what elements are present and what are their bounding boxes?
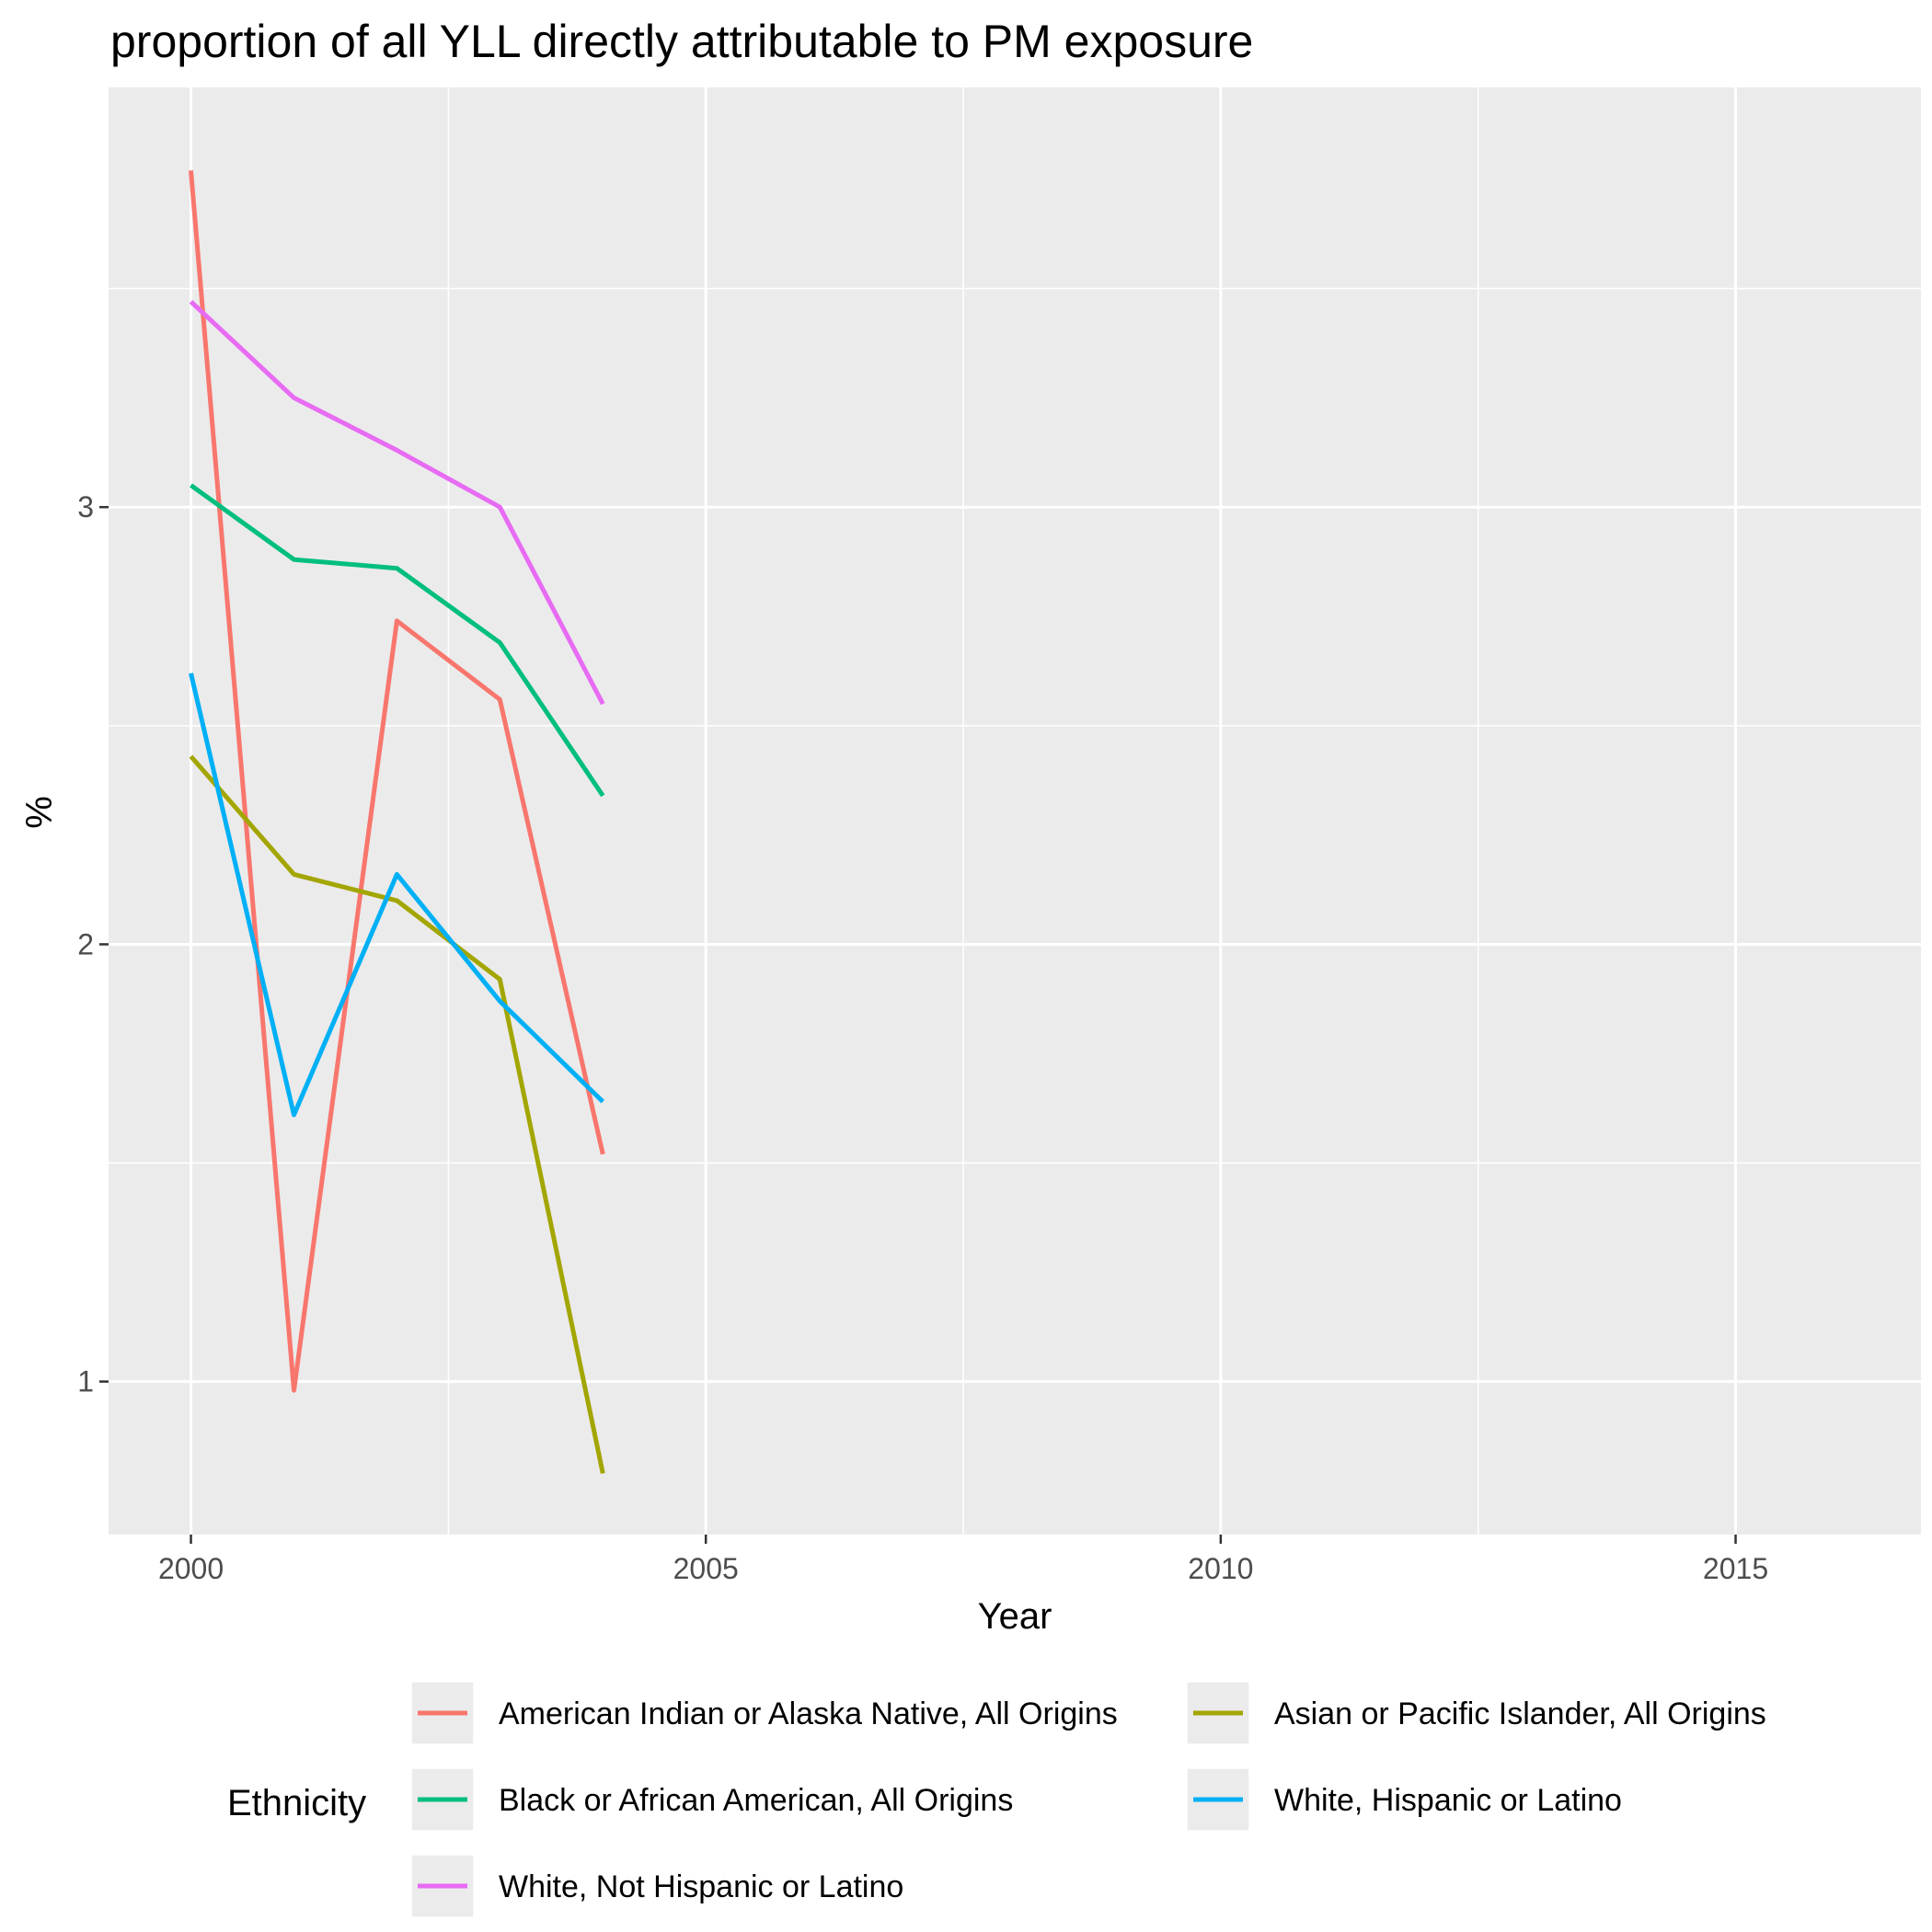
series-line-4 [189, 300, 605, 706]
x-tick-label: 2005 [673, 1552, 739, 1585]
series-lines [189, 170, 605, 1475]
y-tick-label: 1 [77, 1365, 94, 1398]
legend-item: White, Not Hispanic or Latino [410, 1854, 903, 1918]
legend-label: White, Not Hispanic or Latino [499, 1869, 903, 1904]
plot-panel [109, 87, 1921, 1535]
legend: American Indian or Alaska Native, All Or… [410, 1681, 1766, 1918]
legend-item: White, Hispanic or Latino [1186, 1767, 1622, 1832]
chart-title: proportion of all YLL directly attributa… [110, 16, 1253, 67]
major-gridlines [109, 87, 1921, 1535]
legend-item: Black or African American, All Origins [410, 1767, 1013, 1832]
series-line-1 [189, 754, 605, 1475]
legend-label: Asian or Pacific Islander, All Origins [1274, 1696, 1766, 1731]
y-tick-label: 3 [77, 490, 94, 523]
series-line-3 [189, 673, 605, 1118]
x-axis-title: Year [978, 1596, 1052, 1637]
y-axis-title: % [19, 796, 60, 829]
legend-title: Ethnicity [227, 1783, 366, 1823]
x-tick-label: 2000 [158, 1552, 224, 1585]
x-tick-label: 2015 [1703, 1552, 1768, 1585]
legend-label: Black or African American, All Origins [499, 1783, 1013, 1818]
series-line-2 [190, 483, 605, 798]
x-tick-label: 2010 [1188, 1552, 1253, 1585]
legend-item: Asian or Pacific Islander, All Origins [1186, 1681, 1766, 1745]
y-tick-label: 2 [77, 927, 94, 960]
x-axis: 2000 2005 2010 2015 [158, 1535, 1768, 1585]
legend-label: White, Hispanic or Latino [1274, 1783, 1622, 1818]
minor-gridlines [109, 87, 1921, 1535]
legend-label: American Indian or Alaska Native, All Or… [499, 1696, 1118, 1731]
y-axis: 1 2 3 [77, 490, 109, 1398]
series-line-0 [189, 170, 605, 1393]
legend-item: American Indian or Alaska Native, All Or… [410, 1681, 1118, 1745]
